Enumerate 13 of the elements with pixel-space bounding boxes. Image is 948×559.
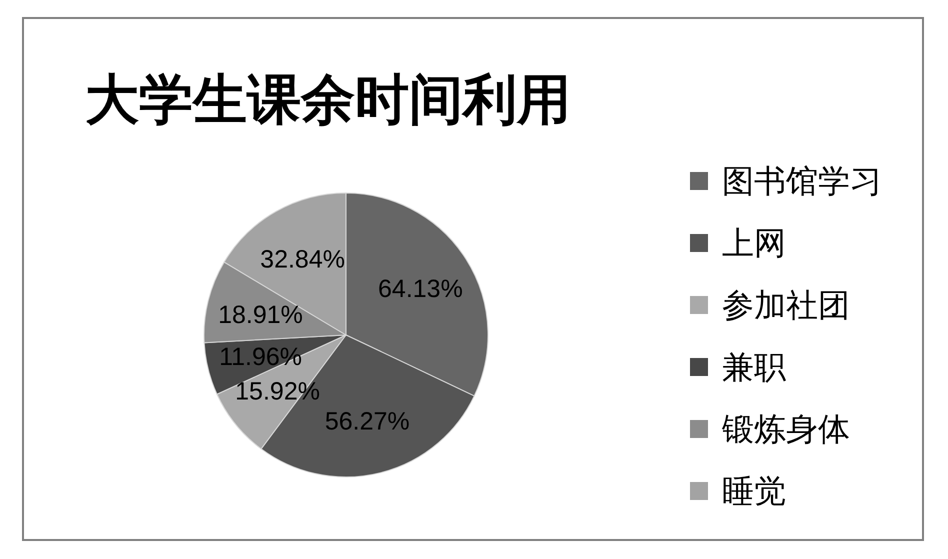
data-label: 32.84% xyxy=(260,245,345,274)
legend-label: 上网 xyxy=(722,225,786,261)
legend-label: 睡觉 xyxy=(722,473,786,509)
legend-label: 兼职 xyxy=(722,349,786,385)
data-label: 18.91% xyxy=(218,300,303,329)
data-label: 15.92% xyxy=(235,377,320,406)
legend-label: 图书馆学习 xyxy=(722,163,882,199)
data-label: 56.27% xyxy=(324,407,410,436)
data-label: 11.96% xyxy=(219,343,302,372)
chart-title: 大学生课余时间利用 xyxy=(85,70,571,130)
legend-label: 参加社团 xyxy=(722,287,850,323)
legend-label: 锻炼身体 xyxy=(721,411,850,447)
data-label: 64.13% xyxy=(378,274,463,303)
